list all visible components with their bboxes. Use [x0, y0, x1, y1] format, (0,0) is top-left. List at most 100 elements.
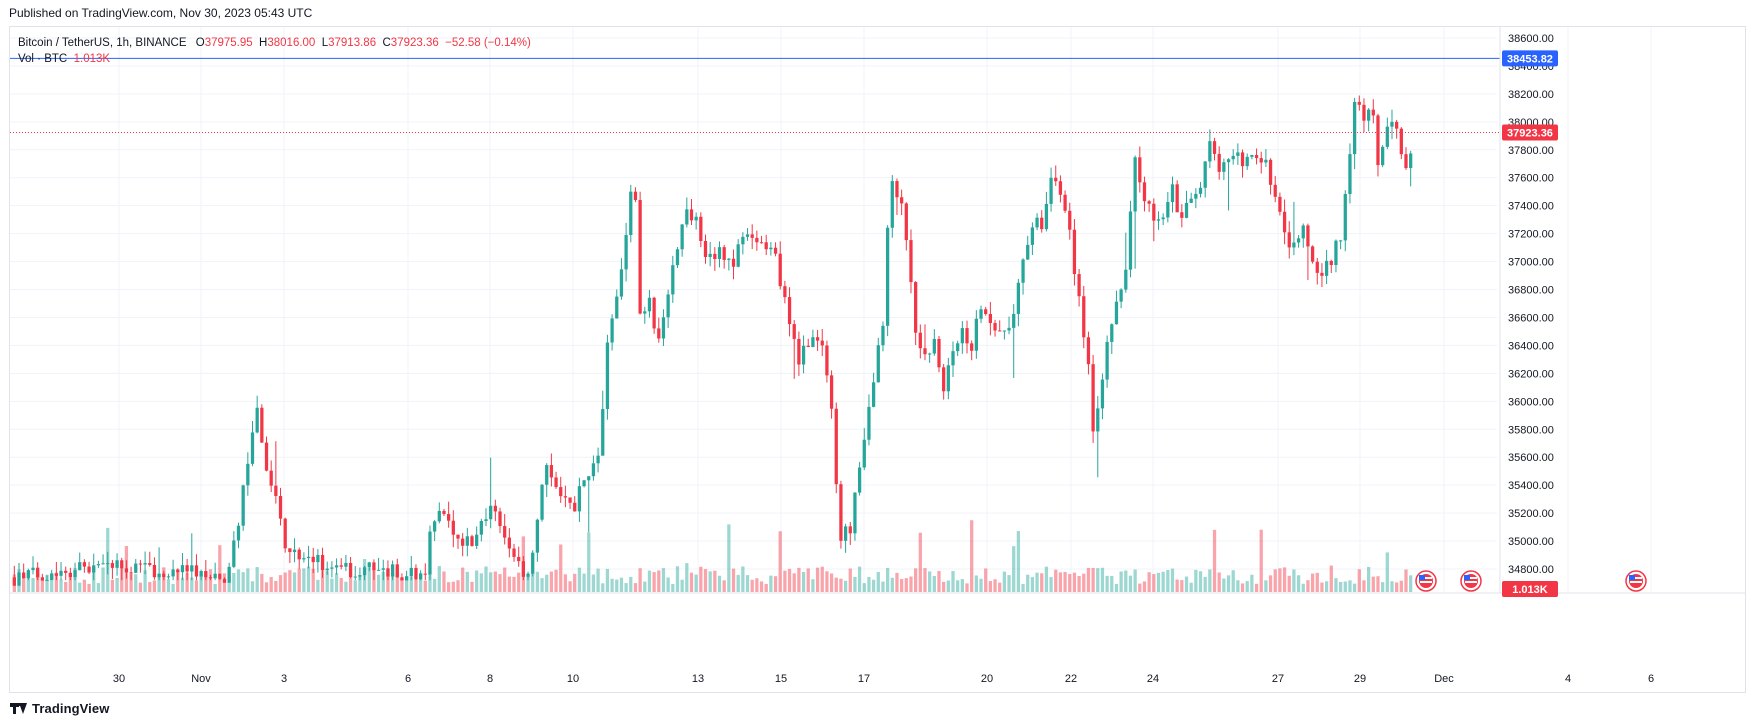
- volume-bar: [876, 572, 880, 592]
- candle-body: [1296, 238, 1301, 243]
- candle-body: [820, 340, 824, 346]
- candle-body: [1068, 210, 1072, 230]
- tradingview-logo-icon: [10, 703, 28, 714]
- candle-body: [657, 328, 661, 339]
- volume-bar: [764, 583, 768, 592]
- candle-body: [92, 565, 96, 573]
- volume-bar: [568, 581, 572, 592]
- volume-bar: [1362, 580, 1366, 592]
- volume-bar: [661, 568, 666, 592]
- candle-body: [1352, 101, 1357, 155]
- volume-bar: [685, 563, 689, 592]
- candle-body: [120, 560, 124, 569]
- candle-body: [264, 442, 269, 471]
- low-value: 37913.86: [328, 37, 377, 49]
- candle-body: [680, 224, 684, 250]
- volume-bar: [722, 580, 726, 592]
- candle-body: [157, 573, 161, 578]
- candle-body: [1254, 155, 1259, 159]
- candle-body: [895, 181, 899, 198]
- volume-bar: [185, 572, 189, 592]
- candle-body: [451, 520, 455, 535]
- candle-body: [320, 554, 325, 571]
- volume-bar: [857, 566, 862, 592]
- symbol-label: Bitcoin / TetherUS, 1h, BINANCE: [18, 37, 187, 49]
- candle-body: [246, 463, 250, 486]
- volume-bar: [330, 578, 334, 592]
- candle-body: [456, 534, 460, 539]
- volume-bar: [708, 571, 712, 592]
- candle-body: [12, 577, 16, 586]
- volume-bar: [176, 570, 180, 592]
- candle-body: [1100, 379, 1105, 409]
- candle-body: [671, 265, 675, 295]
- volume-bar: [171, 583, 175, 592]
- volume-label: Vol · BTC: [18, 53, 68, 65]
- candle-body: [717, 247, 722, 260]
- volume-bar: [918, 532, 922, 592]
- candle-body: [1320, 272, 1324, 276]
- chart-frame[interactable]: [9, 26, 1746, 693]
- footer-brand[interactable]: TradingView: [10, 701, 109, 716]
- candle-body: [1026, 244, 1030, 260]
- candle-body: [750, 234, 754, 238]
- candle-body: [199, 570, 203, 577]
- volume-bar: [984, 568, 988, 592]
- economic-event-flag-icon[interactable]: [1460, 570, 1482, 592]
- candle-body: [171, 569, 175, 577]
- volume-bar: [138, 582, 143, 592]
- volume-bar: [503, 567, 507, 592]
- candle-body: [54, 573, 58, 576]
- candle-body: [1030, 227, 1035, 245]
- candle-body: [507, 537, 511, 549]
- volume-bar: [1226, 575, 1231, 592]
- x-tick-label: 4: [1565, 673, 1571, 685]
- candle-body: [797, 338, 801, 365]
- volume-bar: [596, 568, 600, 592]
- volume-bar: [152, 580, 157, 592]
- y-tick-label: 37400.00: [1508, 201, 1554, 213]
- candle-body: [1376, 115, 1380, 166]
- volume-bar: [1217, 572, 1221, 592]
- candle-body: [176, 569, 180, 573]
- candle-body: [1012, 313, 1016, 328]
- volume-bar: [717, 575, 722, 592]
- candle-body: [573, 502, 577, 512]
- volume-bar: [853, 576, 857, 592]
- volume-bar: [713, 570, 717, 592]
- candle-body: [143, 563, 147, 565]
- x-tick-label: 22: [1065, 673, 1077, 685]
- candle-body: [185, 565, 189, 572]
- candle-body: [1198, 187, 1203, 194]
- candle-body: [213, 573, 217, 579]
- candle-body: [988, 314, 992, 323]
- volume-bar: [26, 572, 30, 592]
- economic-event-flag-icon[interactable]: [1415, 570, 1437, 592]
- volume-bar: [36, 570, 40, 592]
- candle-body: [773, 247, 778, 254]
- volume-bar: [1007, 575, 1011, 592]
- candle-body: [1268, 159, 1273, 185]
- candle-body: [311, 556, 315, 563]
- candle-body: [1264, 159, 1268, 163]
- volume-bar: [334, 573, 339, 592]
- volume-bar: [1292, 569, 1296, 592]
- candle-body: [1086, 337, 1091, 365]
- volume-bar: [1240, 583, 1245, 592]
- candle-body: [1110, 324, 1114, 342]
- candle-body: [1072, 229, 1077, 275]
- published-banner: Published on TradingView.com, Nov 30, 20…: [9, 6, 313, 20]
- candle-body: [45, 579, 49, 581]
- economic-event-flag-icon[interactable]: [1625, 570, 1647, 592]
- close-label: C: [382, 37, 391, 49]
- candle-body: [535, 519, 540, 553]
- brand-text: TradingView: [32, 701, 110, 716]
- volume-bar: [451, 581, 455, 592]
- volume-bar: [1016, 531, 1021, 592]
- volume-bar: [1245, 581, 1249, 592]
- candle-body: [227, 566, 231, 583]
- candle-body: [661, 317, 666, 339]
- candle-body: [1035, 217, 1039, 228]
- candle-body: [367, 562, 371, 568]
